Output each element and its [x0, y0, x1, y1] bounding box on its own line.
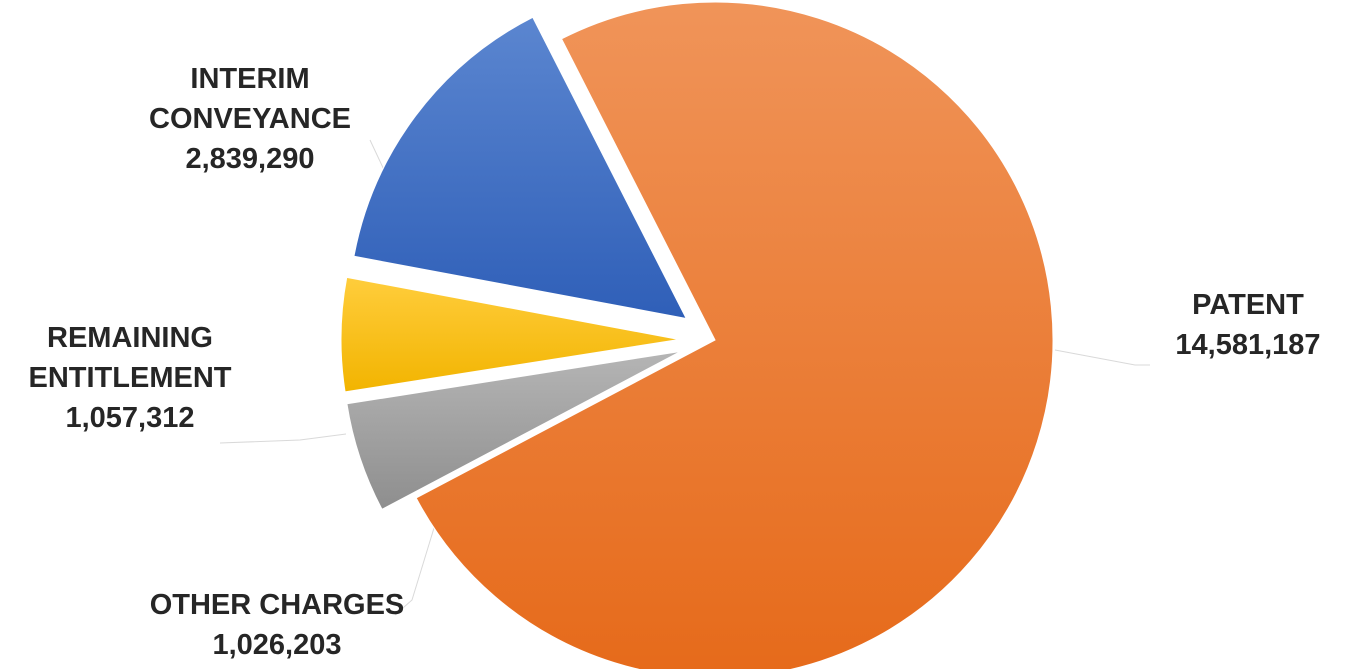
data-label-line: PATENT: [1192, 289, 1304, 321]
pie-slice-interim-conveyance: [353, 16, 688, 320]
data-labels: PATENT 14,581,187 OTHER CHARGES 1,026,203 RE…: [29, 63, 1321, 661]
data-label-line: CONVEYANCE: [149, 103, 351, 135]
data-label-other-charges: OTHER CHARGES 1,026,203: [150, 589, 405, 661]
pie-slice-remaining-entitlement: [340, 276, 680, 393]
data-label-line: INTERIM: [190, 63, 309, 95]
data-label-remaining-entitlement: REMAINING ENTITLEMENT 1,057,312: [29, 322, 232, 434]
data-label-line: OTHER CHARGES: [150, 589, 405, 621]
data-label-line: ENTITLEMENT: [29, 362, 232, 394]
data-label-line: 1,057,312: [65, 402, 194, 434]
pie-slice-other-charges: [346, 350, 682, 511]
pie-slices: [340, 1, 1054, 669]
data-label-line: 1,026,203: [212, 629, 341, 661]
data-label-line: 2,839,290: [185, 143, 314, 175]
leader-line-other-charges: [394, 527, 435, 616]
leader-line-patent: [1054, 349, 1150, 366]
pie-slice-patent: [415, 1, 1054, 669]
data-label-line: REMAINING: [47, 322, 213, 354]
data-label-line: 14,581,187: [1175, 329, 1320, 361]
leader-line-remaining-entitlement: [219, 433, 347, 444]
data-label-interim-conveyance: INTERIM CONVEYANCE 2,839,290: [149, 63, 351, 175]
data-label-patent: PATENT 14,581,187: [1175, 289, 1320, 361]
